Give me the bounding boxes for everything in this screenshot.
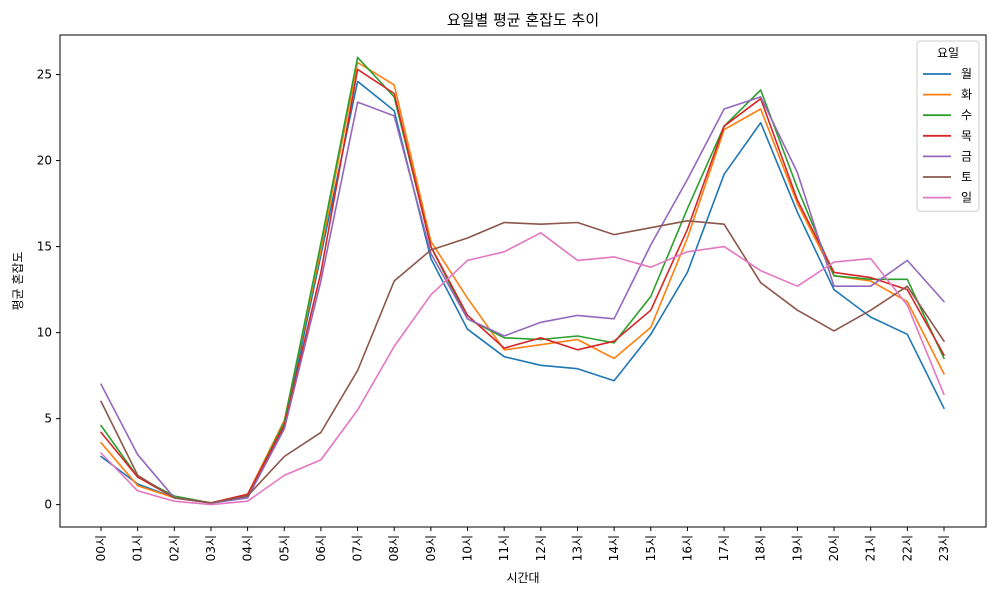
legend-label: 화 — [961, 88, 972, 102]
plot-area — [100, 56, 945, 506]
x-tick-label: 22시 — [900, 535, 914, 561]
legend-label: 월 — [961, 67, 972, 81]
series-line-4 — [100, 96, 945, 504]
legend-label: 금 — [961, 149, 972, 163]
y-tick-label: 15 — [37, 240, 52, 254]
y-tick-label: 10 — [37, 326, 52, 340]
x-tick-label: 18시 — [754, 535, 768, 561]
legend-title: 요일 — [937, 46, 959, 60]
legend-box — [916, 40, 980, 212]
legend-label: 목 — [961, 129, 972, 143]
x-tick-label: 23시 — [937, 535, 951, 561]
x-tick-label: 13시 — [570, 535, 584, 561]
y-tick-label: 5 — [44, 412, 52, 426]
series-line-0 — [100, 80, 945, 504]
x-tick-label: 00시 — [94, 535, 108, 561]
series-line-2 — [100, 56, 945, 504]
x-tick-label: 17시 — [717, 535, 731, 561]
series-line-1 — [100, 61, 945, 504]
x-tick-label: 03시 — [204, 535, 218, 561]
x-tick-label: 02시 — [167, 535, 181, 561]
series-line-5 — [100, 220, 945, 504]
y-tick-label: 25 — [37, 68, 52, 82]
x-tick-label: 19시 — [790, 535, 804, 561]
x-tick-label: 16시 — [680, 535, 694, 561]
x-tick-label: 05시 — [277, 535, 291, 561]
x-tick-label: 07시 — [351, 535, 365, 561]
x-tick-label: 20시 — [827, 535, 841, 561]
x-tick-label: 06시 — [314, 535, 328, 561]
x-tick-label: 09시 — [424, 535, 438, 561]
x-tick-label: 15시 — [644, 535, 658, 561]
series-line-6 — [100, 232, 945, 506]
axes: 0 5 10 15 20 25 00시 01시 02시 03시 04시 05시 06시 07시 08시 09시… — [37, 34, 987, 561]
legend-label: 일 — [961, 191, 972, 205]
x-tick-label: 08시 — [387, 535, 401, 561]
chart-title: 요일별 평균 혼잡도 추이 — [447, 11, 599, 29]
y-tick-label: 20 — [37, 154, 52, 168]
legend-label: 토 — [961, 170, 972, 184]
x-tick-label: 12시 — [534, 535, 548, 561]
x-tick-label: 10시 — [461, 535, 475, 561]
legend-label: 수 — [961, 108, 972, 122]
x-tick-label: 11시 — [497, 535, 511, 561]
y-axis-title: 평균 혼잡도 — [11, 251, 25, 310]
series-line-3 — [100, 68, 945, 504]
y-tick-label: 0 — [44, 498, 52, 512]
x-axis-title: 시간대 — [506, 571, 539, 585]
plot-frame — [59, 34, 987, 528]
x-tick-label: 01시 — [131, 535, 145, 561]
x-tick-label: 04시 — [241, 535, 255, 561]
x-tick-label: 14시 — [607, 535, 621, 561]
x-tick-label: 21시 — [864, 535, 878, 561]
